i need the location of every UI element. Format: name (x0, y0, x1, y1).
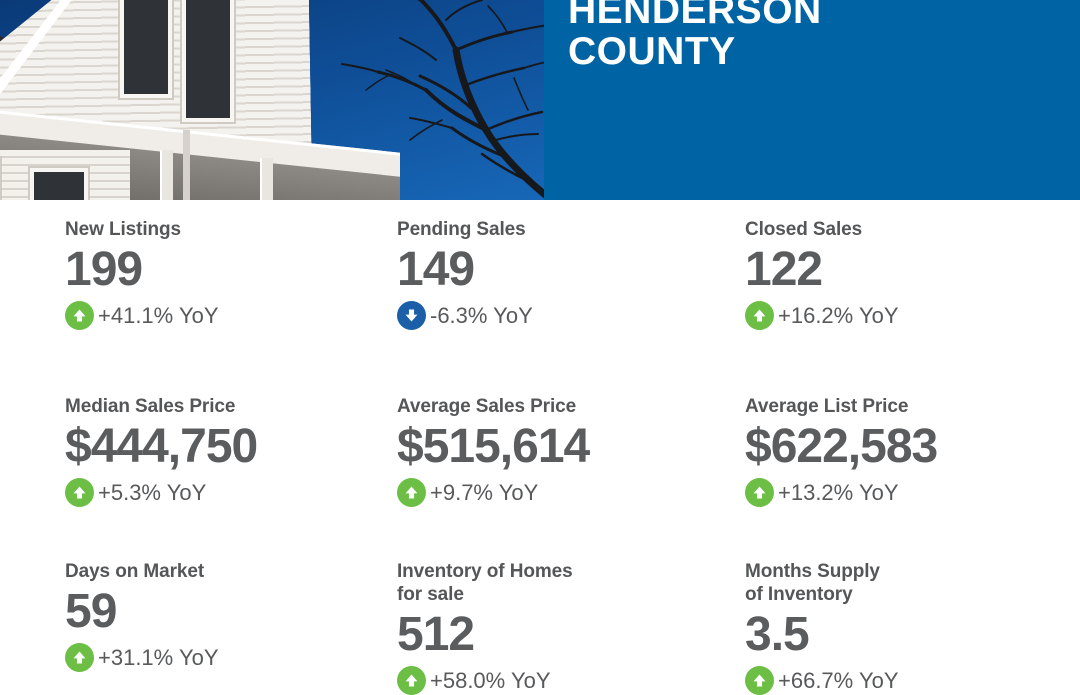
stats-row-one: New Listings 199 +41.1% YoY Pending Sale… (0, 218, 1080, 330)
stat-change: +13.2% YoY (745, 478, 1080, 507)
stat-value: 59 (65, 585, 117, 638)
stats-row-three: Days on Market 59 +31.1% YoY Inventory o… (0, 560, 1080, 695)
stat-change-text: -6.3% YoY (430, 302, 533, 328)
photo-right-edge (544, 0, 546, 200)
stat-change-text: +5.3% YoY (98, 479, 207, 505)
stat-value: 149 (397, 243, 475, 296)
arrow-up-icon (745, 666, 774, 695)
stat-value: 199 (65, 243, 143, 296)
arrow-up-icon (397, 478, 426, 507)
porch-column-one (160, 150, 173, 200)
arrow-up-icon (745, 478, 774, 507)
stat-change: +16.2% YoY (745, 301, 1080, 330)
stat-change-text: +41.1% YoY (98, 302, 219, 328)
stat-value: 512 (397, 608, 475, 661)
stat-label: Inventory of Homes for sale (397, 561, 573, 605)
stat-value: 3.5 (745, 608, 810, 661)
stat-change: -6.3% YoY (397, 301, 745, 330)
upper-window-left (120, 0, 172, 98)
stat-card-closed-sales: Closed Sales 122 +16.2% YoY (745, 218, 1080, 330)
stat-change-text: +13.2% YoY (778, 479, 899, 505)
stat-card-days-on-market: Days on Market 59 +31.1% YoY (0, 560, 380, 695)
upper-window-right (182, 0, 234, 122)
stat-value: $515,614 (397, 420, 590, 473)
arrow-up-icon (65, 643, 94, 672)
house-photo (0, 0, 546, 200)
stat-change-text: +31.1% YoY (98, 644, 219, 670)
arrow-up-icon (745, 301, 774, 330)
stat-change-text: +16.2% YoY (778, 302, 899, 328)
arrow-up-icon (65, 478, 94, 507)
stat-card-average-sales-price: Average Sales Price $515,614 +9.7% YoY (380, 395, 745, 507)
stat-change: +41.1% YoY (65, 301, 380, 330)
stat-card-average-list-price: Average List Price $622,583 +13.2% YoY (745, 395, 1080, 507)
stat-card-pending-sales: Pending Sales 149 -6.3% YoY (380, 218, 745, 330)
bare-tree-icon (341, 0, 546, 200)
downspout (183, 130, 190, 200)
stat-value: $622,583 (745, 420, 938, 473)
stats-section: New Listings 199 +41.1% YoY Pending Sale… (0, 200, 1080, 695)
header-banner: HENDERSON COUNTY (0, 0, 1080, 200)
stat-change-text: +66.7% YoY (778, 667, 899, 693)
stat-label: Closed Sales (745, 219, 863, 240)
stat-value: $444,750 (65, 420, 258, 473)
stat-change: +66.7% YoY (745, 666, 1080, 695)
lower-window-right (30, 168, 88, 200)
stat-label: Months Supply of Inventory (745, 561, 880, 605)
stat-label: New Listings (65, 219, 181, 240)
stat-change: +5.3% YoY (65, 478, 380, 507)
stat-label: Median Sales Price (65, 396, 236, 417)
arrow-up-icon (65, 301, 94, 330)
stats-row-two: Median Sales Price $444,750 +5.3% YoY Av… (0, 395, 1080, 507)
stat-label: Pending Sales (397, 219, 526, 240)
arrow-up-icon (397, 666, 426, 695)
stat-label: Average List Price (745, 396, 909, 417)
house-illustration (0, 0, 400, 200)
arrow-down-icon (397, 301, 426, 330)
stat-card-median-sales-price: Median Sales Price $444,750 +5.3% YoY (0, 395, 380, 507)
porch-column-two (260, 158, 273, 200)
stat-change: +58.0% YoY (397, 666, 745, 695)
stat-change-text: +58.0% YoY (430, 667, 551, 693)
stat-value: 122 (745, 243, 823, 296)
page-title: HENDERSON COUNTY (568, 0, 822, 73)
stat-change: +31.1% YoY (65, 643, 380, 672)
stat-label: Average Sales Price (397, 396, 577, 417)
stat-card-new-listings: New Listings 199 +41.1% YoY (0, 218, 380, 330)
stat-change-text: +9.7% YoY (430, 479, 539, 505)
stat-label: Days on Market (65, 561, 205, 582)
stat-change: +9.7% YoY (397, 478, 745, 507)
